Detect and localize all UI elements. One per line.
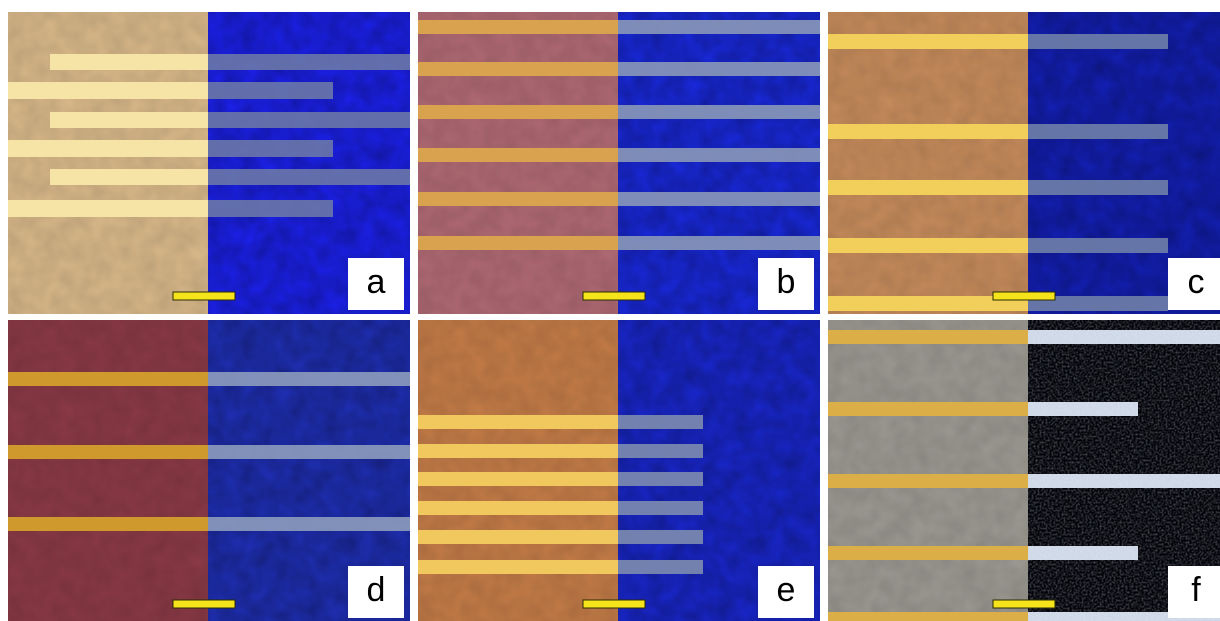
electrode-polarized [1028,180,1168,195]
scale-bar [172,599,236,609]
electrode [8,140,208,157]
scale-bar [172,291,236,301]
electrode-polarized [1028,402,1138,416]
panel-label: d [367,571,386,609]
electrode [418,530,618,544]
electrode [828,402,1028,416]
panel: e [418,320,820,621]
electrode-polarized [1028,546,1138,560]
scale-bar [582,599,646,609]
electrode-polarized [1028,238,1168,253]
electrode-polarized [618,62,820,76]
electrode [828,546,1028,560]
electrode-polarized [618,415,703,429]
panel-label: b [777,263,796,301]
electrode-polarized [618,444,703,458]
electrode-polarized [1028,34,1168,49]
electrode [828,474,1028,488]
scale-bar [582,291,646,301]
texture [418,12,618,314]
electrode-polarized [618,472,703,486]
electrode [418,62,618,76]
electrode [418,415,618,429]
electrode-polarized [208,54,410,70]
electrode [418,148,618,162]
electrode [418,192,618,206]
label-box [758,258,814,310]
electrode [418,472,618,486]
electrode [828,180,1028,195]
electrode-polarized [618,20,820,34]
electrode-polarized [208,200,333,217]
electrode-polarized [618,530,703,544]
electrode-polarized [208,517,410,531]
electrode [50,169,208,185]
electrode [8,372,208,386]
label-box [348,566,404,618]
electrode-polarized [1028,474,1220,488]
label-box [348,258,404,310]
electrode [828,612,1028,621]
electrode [418,236,618,250]
electrode-polarized [208,112,410,128]
electrode [418,105,618,119]
electrode-polarized [208,169,410,185]
panel: a [8,12,410,314]
texture [828,12,1028,314]
label-box [1168,566,1220,618]
panel: f [828,320,1220,621]
electrode-polarized [618,560,703,574]
panel-label: c [1188,263,1205,301]
electrode-polarized [618,105,820,119]
panel: b [418,12,820,314]
electrode [828,124,1028,139]
electrode-polarized [618,192,820,206]
electrode [8,445,208,459]
electrode [828,296,1028,311]
electrode [418,501,618,515]
electrode-polarized [618,501,703,515]
label-box [758,566,814,618]
texture [418,320,618,621]
panel-label: e [777,571,796,609]
electrode-polarized [1028,330,1220,344]
electrode [418,560,618,574]
electrode-polarized [208,372,410,386]
panel-label: a [367,263,386,301]
texture [8,320,208,621]
electrode [8,82,208,99]
electrode-polarized [618,236,820,250]
panel-label: f [1191,571,1201,609]
electrode [418,20,618,34]
electrode-polarized [618,148,820,162]
label-box [1168,258,1220,310]
texture [828,320,1028,621]
electrode-polarized [1028,612,1220,621]
electrode [50,54,208,70]
electrode [828,238,1028,253]
electrode [8,517,208,531]
electrode [50,112,208,128]
panel: d [8,320,410,621]
electrode [828,34,1028,49]
electrode [828,330,1028,344]
electrode-polarized [1028,296,1168,311]
electrode-polarized [208,140,333,157]
electrode [8,200,208,217]
electrode-polarized [1028,124,1168,139]
electrode [418,444,618,458]
electrode-polarized [208,445,410,459]
panel: c [828,12,1220,314]
electrode-polarized [208,82,333,99]
scale-bar [992,291,1056,301]
scale-bar [992,599,1056,609]
